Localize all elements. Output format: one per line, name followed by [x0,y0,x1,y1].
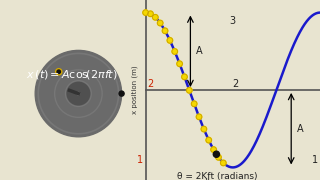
Text: θ = 2Ϗƒt (radians): θ = 2Ϗƒt (radians) [177,172,258,180]
Circle shape [220,160,226,166]
Circle shape [167,38,173,43]
Text: x position (m): x position (m) [131,66,138,114]
Circle shape [216,154,221,160]
Circle shape [177,61,182,67]
Circle shape [77,93,79,95]
Circle shape [182,74,187,80]
Circle shape [56,69,62,75]
Circle shape [67,82,90,105]
Circle shape [153,14,158,20]
Circle shape [162,28,168,34]
Circle shape [143,10,148,15]
Text: 1: 1 [136,155,143,165]
Circle shape [157,20,163,26]
Circle shape [119,91,124,96]
Circle shape [213,151,220,157]
Circle shape [57,70,60,73]
Circle shape [187,87,192,93]
Text: 2: 2 [148,79,154,89]
Circle shape [211,147,216,152]
Circle shape [148,11,153,17]
Circle shape [191,101,197,107]
Circle shape [206,137,212,143]
Circle shape [172,49,178,54]
Text: 3: 3 [230,16,236,26]
Circle shape [35,50,122,137]
Text: A: A [297,124,304,134]
Circle shape [201,126,207,132]
Text: A: A [196,46,203,56]
Text: 1: 1 [312,155,318,165]
Text: $x\,(t) = A\mathrm{cos}\!\left(2\pi ft\right)$: $x\,(t) = A\mathrm{cos}\!\left(2\pi ft\r… [26,68,118,81]
Circle shape [196,114,202,120]
Text: 2: 2 [232,79,238,89]
